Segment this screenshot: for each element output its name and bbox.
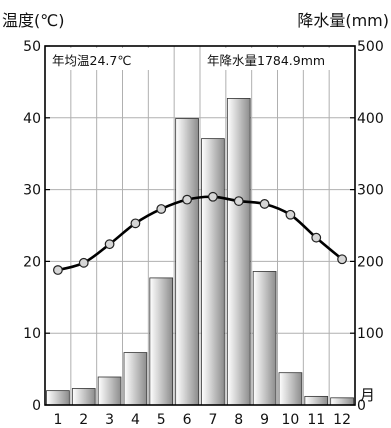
x-axis-unit: 月 [360, 386, 375, 404]
right-axis-tick-label: 100 [357, 326, 384, 342]
left-axis-title: 温度(℃) [2, 11, 64, 30]
left-axis-tick-label: 0 [32, 398, 41, 414]
annual-mean-temp-label: 年均温24.7℃ [52, 53, 131, 68]
temperature-point [259, 199, 270, 209]
temperature-point [53, 265, 63, 275]
right-axis-tick-label: 200 [357, 254, 384, 270]
temperature-point [104, 239, 115, 250]
x-axis-tick-label: 6 [183, 412, 192, 428]
temperature-point [337, 254, 347, 265]
temperature-point [156, 204, 167, 214]
plot-border [44, 45, 356, 406]
temperature-point [208, 191, 218, 202]
x-axis-tick-label: 4 [131, 412, 140, 428]
x-axis-tick-label: 2 [79, 412, 88, 428]
annual-precip-label: 年降水量1784.9mm [207, 53, 325, 68]
x-axis-tick-label: 5 [157, 412, 166, 428]
x-axis-tick-label: 11 [307, 412, 325, 428]
temperature-point [285, 209, 296, 220]
precipitation-bar [71, 388, 96, 406]
x-axis-tick-label: 1 [53, 412, 62, 428]
right-axis-tick-label: 400 [357, 111, 384, 127]
x-axis-tick-label: 10 [282, 412, 300, 428]
precipitation-bar [97, 376, 122, 406]
x-axis-tick-label: 9 [260, 412, 269, 428]
left-axis-tick-label: 40 [23, 111, 41, 127]
precipitation-bar [149, 277, 174, 406]
left-axis-tick-label: 20 [23, 254, 41, 270]
precip-annotation-bg [203, 48, 353, 70]
temp-annotation-bg [49, 48, 164, 70]
temperature-point [233, 196, 244, 206]
precipitation-bar [46, 390, 70, 406]
precipitation-bar [175, 118, 199, 406]
precipitation-bar [226, 98, 251, 406]
left-axis-tick-label: 10 [23, 326, 41, 342]
precipitation-bar [304, 395, 329, 406]
left-axis-tick-label: 30 [23, 183, 41, 199]
plot-frame [44, 45, 356, 406]
temperature-line [53, 191, 347, 275]
precipitation-bar [330, 397, 354, 406]
grid-lines [45, 46, 355, 405]
precipitation-bar [201, 138, 225, 406]
x-axis-tick-label: 12 [333, 412, 351, 428]
temperature-point [182, 194, 192, 205]
left-axis-tick-label: 50 [23, 39, 41, 55]
x-axis-tick-label: 7 [208, 412, 217, 428]
temperature-point [311, 232, 322, 243]
precipitation-bar [252, 271, 277, 406]
right-axis-title: 降水量(mm) [297, 11, 389, 30]
temperature-point [130, 218, 141, 229]
right-axis-tick-label: 500 [357, 39, 384, 55]
x-axis-tick-label: 8 [234, 412, 243, 428]
temperature-point [78, 257, 89, 268]
precipitation-bar [123, 352, 148, 406]
precipitation-bar [278, 372, 303, 406]
right-axis-tick-label: 300 [357, 183, 384, 199]
x-axis-tick-label: 3 [105, 412, 114, 428]
right-axis-tick-label: 0 [357, 398, 366, 414]
